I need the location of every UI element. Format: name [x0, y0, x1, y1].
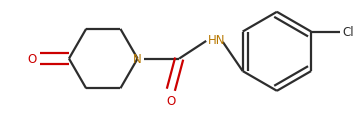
Text: N: N — [133, 53, 142, 66]
Text: O: O — [166, 94, 175, 107]
Text: O: O — [28, 53, 37, 66]
Text: Cl: Cl — [342, 26, 354, 39]
Text: HN: HN — [208, 34, 226, 47]
